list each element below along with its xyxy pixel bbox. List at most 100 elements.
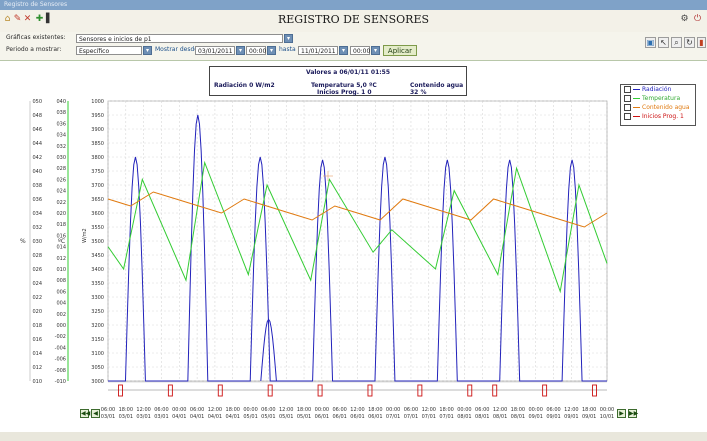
desde-time-dropdown-icon[interactable]: ▾ xyxy=(267,46,276,55)
x-tick-label-date: 07/01 xyxy=(386,414,400,420)
legend-item-temperatura[interactable]: Temperatura xyxy=(624,95,680,103)
series-inicios-pulse xyxy=(317,384,323,397)
nav-last-button[interactable]: ▶▶ xyxy=(628,409,639,418)
hasta-time-dropdown-icon[interactable]: ▾ xyxy=(371,46,380,55)
info-radiacion: Radiación 0 W/m2 xyxy=(214,82,275,89)
y-tick-label-pct: 014 xyxy=(32,351,42,357)
x-tick-label-date: 09/01 xyxy=(582,414,596,420)
series-inicios-pulse xyxy=(217,384,223,397)
nav-next-button[interactable]: ▶ xyxy=(617,409,626,418)
x-tick-label-date: 03/01 xyxy=(119,414,133,420)
x-tick-label-time: 18:00 xyxy=(439,407,453,413)
x-tick-label-time: 06:00 xyxy=(154,407,168,413)
y-tick-label-deg: 026 xyxy=(56,177,66,183)
x-tick-label-date: 07/01 xyxy=(439,414,453,420)
hasta-date-input[interactable]: 11/01/2011 xyxy=(298,46,338,55)
periodo-dropdown-icon[interactable]: ▾ xyxy=(143,46,152,55)
y-tick-label-wm2: 3900 xyxy=(91,127,104,133)
hasta-calendar-icon[interactable]: ▾ xyxy=(339,46,348,55)
y-tick-label-pct: 026 xyxy=(32,267,42,273)
x-tick-label-date: 04/01 xyxy=(226,414,240,420)
legend-label: Temperatura xyxy=(642,95,681,102)
desde-time-input[interactable]: 00:00 xyxy=(246,46,266,55)
y-tick-label-pct: 034 xyxy=(32,211,42,217)
legend-label: Contenido agua xyxy=(642,104,690,111)
x-tick-label-time: 12:00 xyxy=(493,407,507,413)
y-tick-label-wm2: 3700 xyxy=(91,183,104,189)
y-tick-label-pct: 042 xyxy=(32,155,42,161)
x-tick-label-date: 03/01 xyxy=(101,414,115,420)
y-tick-label-pct: 010 xyxy=(32,379,42,385)
y-tick-label-wm2: 3750 xyxy=(91,169,104,175)
info-contenido: Contenido agua 32 % xyxy=(410,82,464,96)
legend-checkbox-icon[interactable] xyxy=(624,86,631,93)
x-tick-label-date: 09/01 xyxy=(564,414,578,420)
export-icon[interactable]: ▮ xyxy=(697,37,706,48)
legend-item-inicios[interactable]: Inicios Prog. 1 xyxy=(624,113,684,121)
desde-calendar-icon[interactable]: ▾ xyxy=(236,46,245,55)
desde-date-input[interactable]: 03/01/2011 xyxy=(195,46,235,55)
refresh-icon[interactable]: ↻ xyxy=(684,37,695,48)
series-contenido-agua xyxy=(107,191,608,228)
edit-icon[interactable]: ✎ xyxy=(13,14,22,24)
x-tick-label-date: 05/01 xyxy=(297,414,311,420)
y-tick-label-pct: 048 xyxy=(32,113,42,119)
aplicar-button[interactable]: Aplicar xyxy=(383,45,417,56)
nav-first-button[interactable]: ◀◀ xyxy=(80,409,91,418)
map-icon[interactable]: ▣ xyxy=(645,37,656,48)
y-tick-label-pct: 030 xyxy=(32,239,42,245)
periodo-select[interactable]: Específico xyxy=(76,46,142,55)
y-tick-label-wm2: 3550 xyxy=(91,225,104,231)
panel-icon[interactable]: ▌ xyxy=(46,14,53,24)
hasta-time-input[interactable]: 00:00 xyxy=(350,46,370,55)
menubar xyxy=(0,10,707,32)
legend-swatch xyxy=(633,89,640,90)
legend-checkbox-icon[interactable] xyxy=(624,113,631,120)
add-icon[interactable]: ✚ xyxy=(35,14,44,24)
graficas-select[interactable]: Sensores e inicios de p1 xyxy=(76,34,283,43)
window-titlebar: Registro de Sensores xyxy=(0,0,707,10)
series-inicios-pulse xyxy=(417,384,423,397)
x-tick-label-time: 06:00 xyxy=(404,407,418,413)
series-inicios-pulse xyxy=(592,384,597,397)
y-tick-label-deg: 036 xyxy=(56,121,66,127)
legend-checkbox-icon[interactable] xyxy=(624,95,631,102)
info-header: Valores a 06/01/11 01:55 xyxy=(306,69,390,76)
y-tick-label-pct: 024 xyxy=(32,281,42,287)
y-tick-label-wm2: 3800 xyxy=(91,155,104,161)
x-tick-label-date: 10/01 xyxy=(600,414,614,420)
close-icon[interactable]: ✕ xyxy=(23,14,32,24)
y-tick-label-wm2: 3950 xyxy=(91,113,104,119)
x-tick-label-date: 04/01 xyxy=(172,414,186,420)
nav-prev-button[interactable]: ◀ xyxy=(91,409,100,418)
y-tick-label-wm2: 3450 xyxy=(91,253,104,259)
zoom-icon[interactable]: ⌕ xyxy=(671,37,682,48)
exit-icon[interactable]: ⏻ xyxy=(693,14,702,24)
y-tick-label-pct: 016 xyxy=(32,337,42,343)
y-tick-label-wm2: 3400 xyxy=(91,267,104,273)
series-inicios-pulse xyxy=(167,384,173,397)
legend-checkbox-icon[interactable] xyxy=(624,104,631,111)
x-tick-label-time: 06:00 xyxy=(190,407,204,413)
y-tick-label-wm2: 3050 xyxy=(91,365,104,371)
y-tick-label-deg: 014 xyxy=(56,245,66,251)
cursor-icon[interactable]: ↖ xyxy=(658,37,669,48)
graficas-dropdown-icon[interactable]: ▾ xyxy=(284,34,293,43)
y-tick-label-pct: 044 xyxy=(32,141,42,147)
x-tick-label-date: 06/01 xyxy=(332,414,346,420)
legend-item-contenido[interactable]: Contenido agua xyxy=(624,104,690,112)
periodo-label: Periodo a mostrar: xyxy=(6,46,62,53)
y-tick-label-deg: 000 xyxy=(56,323,66,329)
y-tick-label-deg: 002 xyxy=(56,312,66,318)
x-tick-label-date: 08/01 xyxy=(493,414,507,420)
y-tick-label-deg: 022 xyxy=(56,200,66,206)
legend-item-radiacion[interactable]: Radiación xyxy=(624,86,671,94)
x-tick-label-time: 00:00 xyxy=(243,407,257,413)
settings-icon[interactable]: ⚙ xyxy=(680,14,689,24)
x-tick-label-time: 00:00 xyxy=(600,407,614,413)
home-icon[interactable]: ⌂ xyxy=(4,14,11,24)
x-tick-label-date: 06/01 xyxy=(350,414,364,420)
x-tick-label-date: 03/01 xyxy=(154,414,168,420)
axis-label-pct: % xyxy=(20,238,26,245)
